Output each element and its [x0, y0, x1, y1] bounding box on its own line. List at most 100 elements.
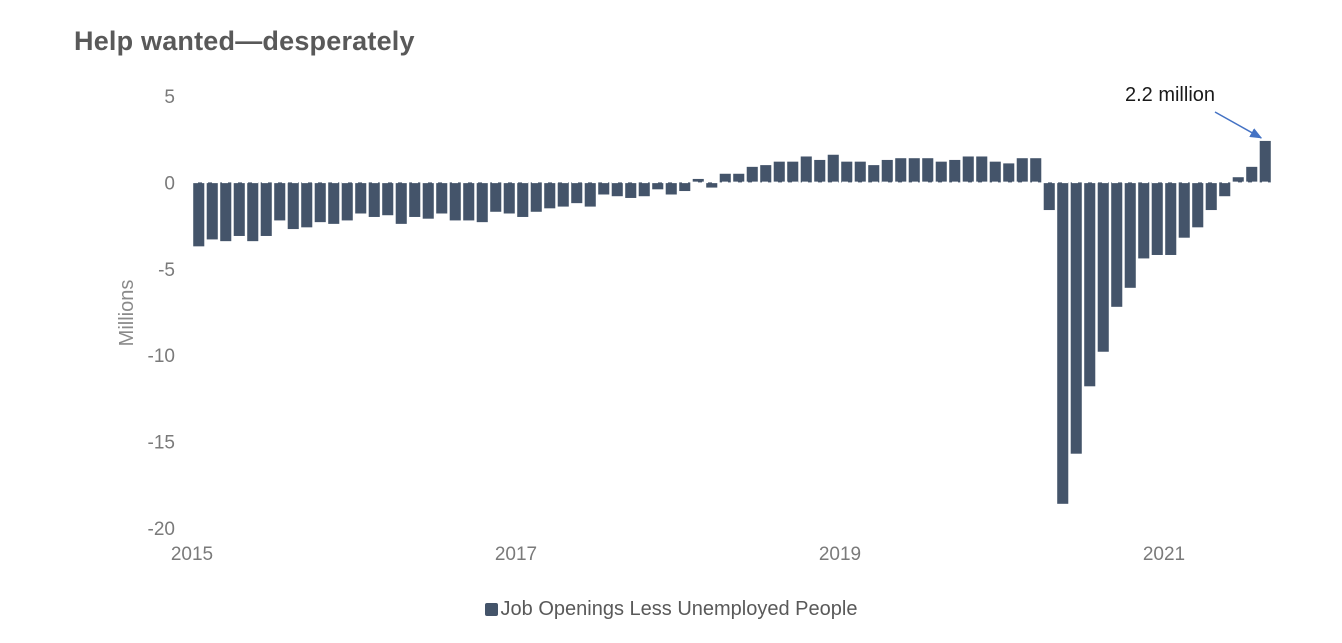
y-tick-label: 5 [164, 87, 175, 108]
bar [1016, 158, 1028, 183]
bar [476, 182, 488, 223]
bar [260, 182, 272, 236]
bar [787, 161, 799, 183]
bar [922, 158, 934, 183]
bar [1232, 177, 1244, 183]
bar [881, 159, 893, 183]
bar [503, 182, 515, 214]
bar [1219, 182, 1231, 197]
annotation-label: 2.2 million [1125, 84, 1215, 106]
bar [206, 182, 218, 240]
bar [625, 182, 637, 198]
bar [989, 161, 1001, 183]
chart-title: Help wanted—desperately [74, 26, 415, 56]
bar [1003, 163, 1015, 183]
bar [1259, 140, 1271, 183]
bar [422, 182, 434, 219]
bar [341, 182, 353, 221]
bar [395, 182, 407, 224]
bar [719, 173, 731, 183]
bar [868, 165, 880, 183]
bar [692, 178, 704, 183]
bar [1192, 182, 1204, 228]
bar [1205, 182, 1217, 211]
y-tick-label: -10 [148, 346, 175, 367]
legend-label: Job Openings Less Unemployed People [500, 598, 858, 620]
bar [301, 182, 313, 228]
bar [1124, 182, 1136, 288]
bar [1111, 182, 1123, 307]
bar [247, 182, 259, 242]
bar [1030, 158, 1042, 183]
bar [1057, 182, 1069, 504]
y-tick-label: -5 [158, 260, 175, 281]
bar [1178, 182, 1190, 238]
bar [935, 161, 947, 183]
bar [1043, 182, 1055, 211]
bar [314, 182, 326, 223]
bar [652, 182, 664, 190]
bar [1151, 182, 1163, 255]
bar [733, 173, 745, 183]
bar [814, 159, 826, 183]
bar [760, 165, 772, 183]
bar [1084, 182, 1096, 387]
bar [908, 158, 920, 183]
y-tick-label: 0 [164, 173, 175, 194]
annotation-arrow [1214, 111, 1263, 139]
bar [800, 156, 812, 183]
bar [233, 182, 245, 236]
bar [679, 182, 691, 192]
x-tick-label: 2015 [171, 544, 213, 565]
bar [409, 182, 421, 217]
bar [1070, 182, 1082, 454]
bar [1097, 182, 1109, 352]
x-axis-ticks: 2015 2017 2019 2021 [171, 544, 1185, 565]
annotations: 2.2 million [1125, 84, 1263, 139]
y-axis-ticks: 5 0 -5 -10 -15 -20 [148, 87, 175, 540]
bar [841, 161, 853, 183]
bar [665, 182, 677, 195]
legend-swatch [484, 603, 498, 616]
bar [436, 182, 448, 214]
y-tick-label: -20 [148, 519, 175, 540]
bar [895, 158, 907, 183]
x-tick-label: 2019 [819, 544, 861, 565]
bar [598, 182, 610, 195]
bar [368, 182, 380, 217]
bar [584, 182, 596, 207]
bar [490, 182, 502, 212]
bar [949, 159, 961, 183]
bar [328, 182, 340, 224]
bar [773, 161, 785, 183]
bar [274, 182, 286, 221]
x-tick-label: 2021 [1143, 544, 1185, 565]
y-axis-label: Millions [116, 280, 138, 347]
bar [220, 182, 232, 242]
bar [976, 156, 988, 183]
bar [1246, 166, 1258, 183]
bar [746, 166, 758, 183]
bar [530, 182, 542, 212]
bar [706, 182, 718, 188]
bar [517, 182, 529, 217]
x-tick-label: 2017 [495, 544, 537, 565]
bar [827, 154, 839, 183]
bar [557, 182, 569, 207]
bar [962, 156, 974, 183]
bar [193, 182, 205, 247]
legend: Job Openings Less Unemployed People [0, 598, 1342, 621]
bar [854, 161, 866, 183]
y-tick-label: -15 [148, 433, 175, 454]
bar [355, 182, 367, 214]
bar [449, 182, 461, 221]
bar [611, 182, 623, 197]
bar-series [193, 140, 1271, 504]
bar [544, 182, 556, 209]
bar [571, 182, 583, 204]
bar [382, 182, 394, 216]
bar [1165, 182, 1177, 255]
bar [638, 182, 650, 197]
bar [1138, 182, 1150, 259]
bar [287, 182, 299, 230]
